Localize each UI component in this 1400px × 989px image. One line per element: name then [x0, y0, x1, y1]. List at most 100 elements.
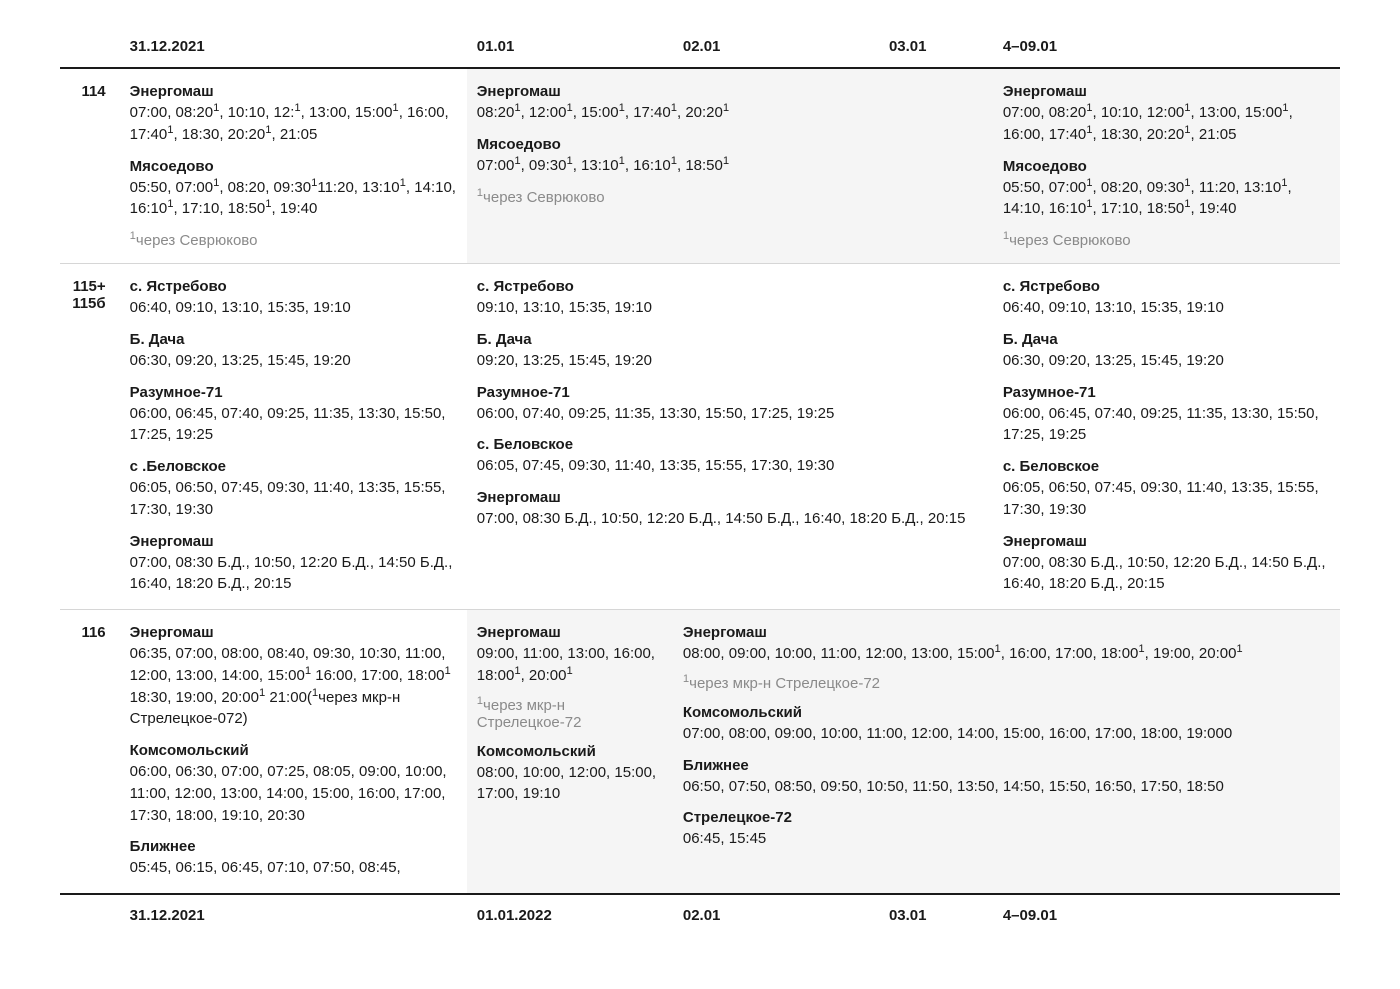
- footnote: 1через Севрюково: [130, 232, 457, 249]
- header-c4: 03.01: [879, 30, 993, 68]
- location-name: с. Ястребово: [130, 278, 457, 295]
- location-name: Энергомаш: [130, 83, 457, 100]
- times-text: 07:00, 08:30 Б.Д., 10:50, 12:20 Б.Д., 14…: [477, 508, 983, 530]
- footer-c3: 02.01: [673, 894, 879, 932]
- schedule-block: Ближнее 05:45, 06:15, 06:45, 07:10, 07:50…: [130, 838, 457, 879]
- times-text: 08:00, 09:00, 10:00, 11:00, 12:00, 13:00…: [683, 643, 1330, 665]
- header-route: [60, 30, 120, 68]
- schedule-cell: Энергомаш 08:201, 12:001, 15:001, 17:401,…: [467, 68, 993, 264]
- footer-c4: 03.01: [879, 894, 993, 932]
- schedule-block: Энергомаш 07:00, 08:201, 10:10, 12:1, 13:…: [130, 83, 457, 146]
- times-text: 08:00, 10:00, 12:00, 15:00, 17:00, 19:10: [477, 762, 663, 806]
- schedule-block: с. Беловское06:05, 07:45, 09:30, 11:40, …: [477, 436, 983, 477]
- times-text: 09:10, 13:10, 15:35, 19:10: [477, 297, 983, 319]
- header-row: 31.12.2021 01.01 02.01 03.01 4–09.01: [60, 30, 1340, 68]
- schedule-cell: с. Ястребово 09:10, 13:10, 15:35, 19:10 Б.…: [467, 264, 993, 610]
- location-name: Энергомаш: [477, 624, 663, 641]
- location-name: с. Беловское: [1003, 458, 1330, 475]
- header-c1: 31.12.2021: [120, 30, 467, 68]
- table-row: 114 Энергомаш 07:00, 08:201, 10:10, 12:1, …: [60, 68, 1340, 264]
- location-name: Ближнее: [683, 757, 1330, 774]
- footnote: 1через мкр-н Стрелецкое-72: [683, 675, 1330, 692]
- schedule-cell: Энергомаш 07:00, 08:201, 10:10, 12:1, 13:…: [120, 68, 467, 264]
- location-name: Энергомаш: [1003, 83, 1330, 100]
- location-name: Энергомаш: [683, 624, 1330, 641]
- schedule-block: с. Беловское 06:05, 06:50, 07:45, 09:30, …: [1003, 458, 1330, 521]
- location-name: Комсомольский: [683, 704, 1330, 721]
- location-name: Энергомаш: [1003, 533, 1330, 550]
- times-text: 07:00, 08:201, 10:10, 12:1, 13:00, 15:00…: [130, 102, 457, 146]
- location-name: Энергомаш: [477, 83, 983, 100]
- location-name: с. Беловское: [477, 436, 983, 453]
- times-text: 06:05, 06:50, 07:45, 09:30, 11:40, 13:35…: [1003, 477, 1330, 521]
- location-name: с. Ястребово: [1003, 278, 1330, 295]
- footnote: 1через Севрюково: [477, 189, 983, 206]
- location-name: Б. Дача: [130, 331, 457, 348]
- schedule-cell: с. Ястребово06:40, 09:10, 13:10, 15:35, …: [993, 264, 1340, 610]
- schedule-block: Мясоедово05:50, 07:001, 08:20, 09:30111:…: [130, 158, 457, 221]
- schedule-block: Комсомольский 07:00, 08:00, 09:00, 10:00,…: [683, 704, 1330, 745]
- times-text: 08:201, 12:001, 15:001, 17:401, 20:201: [477, 102, 983, 124]
- footer-route: [60, 894, 120, 932]
- schedule-block: Энергомаш09:00, 11:00, 13:00, 16:00, 18:…: [477, 624, 663, 731]
- schedule-block: с .Беловское06:05, 06:50, 07:45, 09:30, …: [130, 458, 457, 521]
- route-number: 116: [60, 610, 120, 895]
- footer-c2: 01.01.2022: [467, 894, 673, 932]
- footer-c1: 31.12.2021: [120, 894, 467, 932]
- schedule-block: Энергомаш 08:201, 12:001, 15:001, 17:401,…: [477, 83, 983, 124]
- location-name: Б. Дача: [477, 331, 983, 348]
- times-text: 06:50, 07:50, 08:50, 09:50, 10:50, 11:50…: [683, 776, 1330, 798]
- schedule-block: с. Ястребово06:40, 09:10, 13:10, 15:35, …: [1003, 278, 1330, 319]
- location-name: Разумное-71: [1003, 384, 1330, 401]
- times-text: 06:00, 06:30, 07:00, 07:25, 08:05, 09:00…: [130, 761, 457, 826]
- footer-c5: 4–09.01: [993, 894, 1340, 932]
- times-text: 07:00, 08:30 Б.Д., 10:50, 12:20 Б.Д., 14…: [130, 552, 457, 596]
- schedule-block: Ближнее 06:50, 07:50, 08:50, 09:50, 10:50…: [683, 757, 1330, 798]
- schedule-cell: Энергомаш09:00, 11:00, 13:00, 16:00, 18:…: [467, 610, 673, 895]
- location-name: Мясоедово: [1003, 158, 1330, 175]
- route-number: 115+115б: [60, 264, 120, 610]
- schedule-cell: с. Ястребово06:40, 09:10, 13:10, 15:35, …: [120, 264, 467, 610]
- table-row: 116Энергомаш06:35, 07:00, 08:00, 08:40, …: [60, 610, 1340, 895]
- schedule-block: Разумное-71 06:00, 06:45, 07:40, 09:25, 1…: [130, 384, 457, 447]
- times-text: 06:30, 09:20, 13:25, 15:45, 19:20: [1003, 350, 1330, 372]
- location-name: с .Беловское: [130, 458, 457, 475]
- schedule-block: Энергомаш06:35, 07:00, 08:00, 08:40, 09:…: [130, 624, 457, 730]
- schedule-block: Разумное-71 06:00, 06:45, 07:40, 09:25, 1…: [1003, 384, 1330, 447]
- route-number: 114: [60, 68, 120, 264]
- header-c3: 02.01: [673, 30, 879, 68]
- times-text: 05:45, 06:15, 06:45, 07:10, 07:50, 08:45…: [130, 857, 457, 879]
- footer-row: 31.12.2021 01.01.2022 02.01 03.01 4–09.0…: [60, 894, 1340, 932]
- times-text: 07:00, 08:30 Б.Д., 10:50, 12:20 Б.Д., 14…: [1003, 552, 1330, 596]
- location-name: Энергомаш: [130, 533, 457, 550]
- times-text: 06:30, 09:20, 13:25, 15:45, 19:20: [130, 350, 457, 372]
- schedule-cell: Энергомаш06:35, 07:00, 08:00, 08:40, 09:…: [120, 610, 467, 895]
- header-c5: 4–09.01: [993, 30, 1340, 68]
- location-name: Разумное-71: [477, 384, 983, 401]
- schedule-block: Б. Дача 09:20, 13:25, 15:45, 19:20: [477, 331, 983, 372]
- location-name: Комсомольский: [130, 742, 457, 759]
- times-text: 09:20, 13:25, 15:45, 19:20: [477, 350, 983, 372]
- schedule-block: Энергомаш 07:00, 08:30 Б.Д., 10:50, 12:20…: [477, 489, 983, 530]
- schedule-block: с. Ястребово06:40, 09:10, 13:10, 15:35, …: [130, 278, 457, 319]
- location-name: Комсомольский: [477, 743, 663, 760]
- times-text: 06:00, 07:40, 09:25, 11:35, 13:30, 15:50…: [477, 403, 983, 425]
- schedule-block: Энергомаш 07:00, 08:30 Б.Д., 10:50, 12:20…: [1003, 533, 1330, 596]
- times-text: 06:00, 06:45, 07:40, 09:25, 11:35, 13:30…: [1003, 403, 1330, 447]
- schedule-block: Б. Дача06:30, 09:20, 13:25, 15:45, 19:20: [1003, 331, 1330, 372]
- times-text: 06:00, 06:45, 07:40, 09:25, 11:35, 13:30…: [130, 403, 457, 447]
- schedule-block: с. Ястребово 09:10, 13:10, 15:35, 19:10: [477, 278, 983, 319]
- times-text: 07:00, 08:00, 09:00, 10:00, 11:00, 12:00…: [683, 723, 1330, 745]
- times-text: 07:00, 08:201, 10:10, 12:001, 13:00, 15:…: [1003, 102, 1330, 146]
- location-name: Ближнее: [130, 838, 457, 855]
- times-text: 05:50, 07:001, 08:20, 09:301, 11:20, 13:…: [1003, 177, 1330, 221]
- location-name: с. Ястребово: [477, 278, 983, 295]
- schedule-block: Энергомаш 07:00, 08:201, 10:10, 12:001, 1…: [1003, 83, 1330, 146]
- footnote: 1через мкр-н Стрелецкое-72: [477, 697, 663, 731]
- table-row: 115+115бс. Ястребово06:40, 09:10, 13:10,…: [60, 264, 1340, 610]
- times-text: 05:50, 07:001, 08:20, 09:30111:20, 13:10…: [130, 177, 457, 221]
- location-name: Энергомаш: [477, 489, 983, 506]
- schedule-cell: Энергомаш 08:00, 09:00, 10:00, 11:00, 12:…: [673, 610, 1340, 895]
- schedule-block: Стрелецкое-7206:45, 15:45: [683, 809, 1330, 850]
- location-name: Разумное-71: [130, 384, 457, 401]
